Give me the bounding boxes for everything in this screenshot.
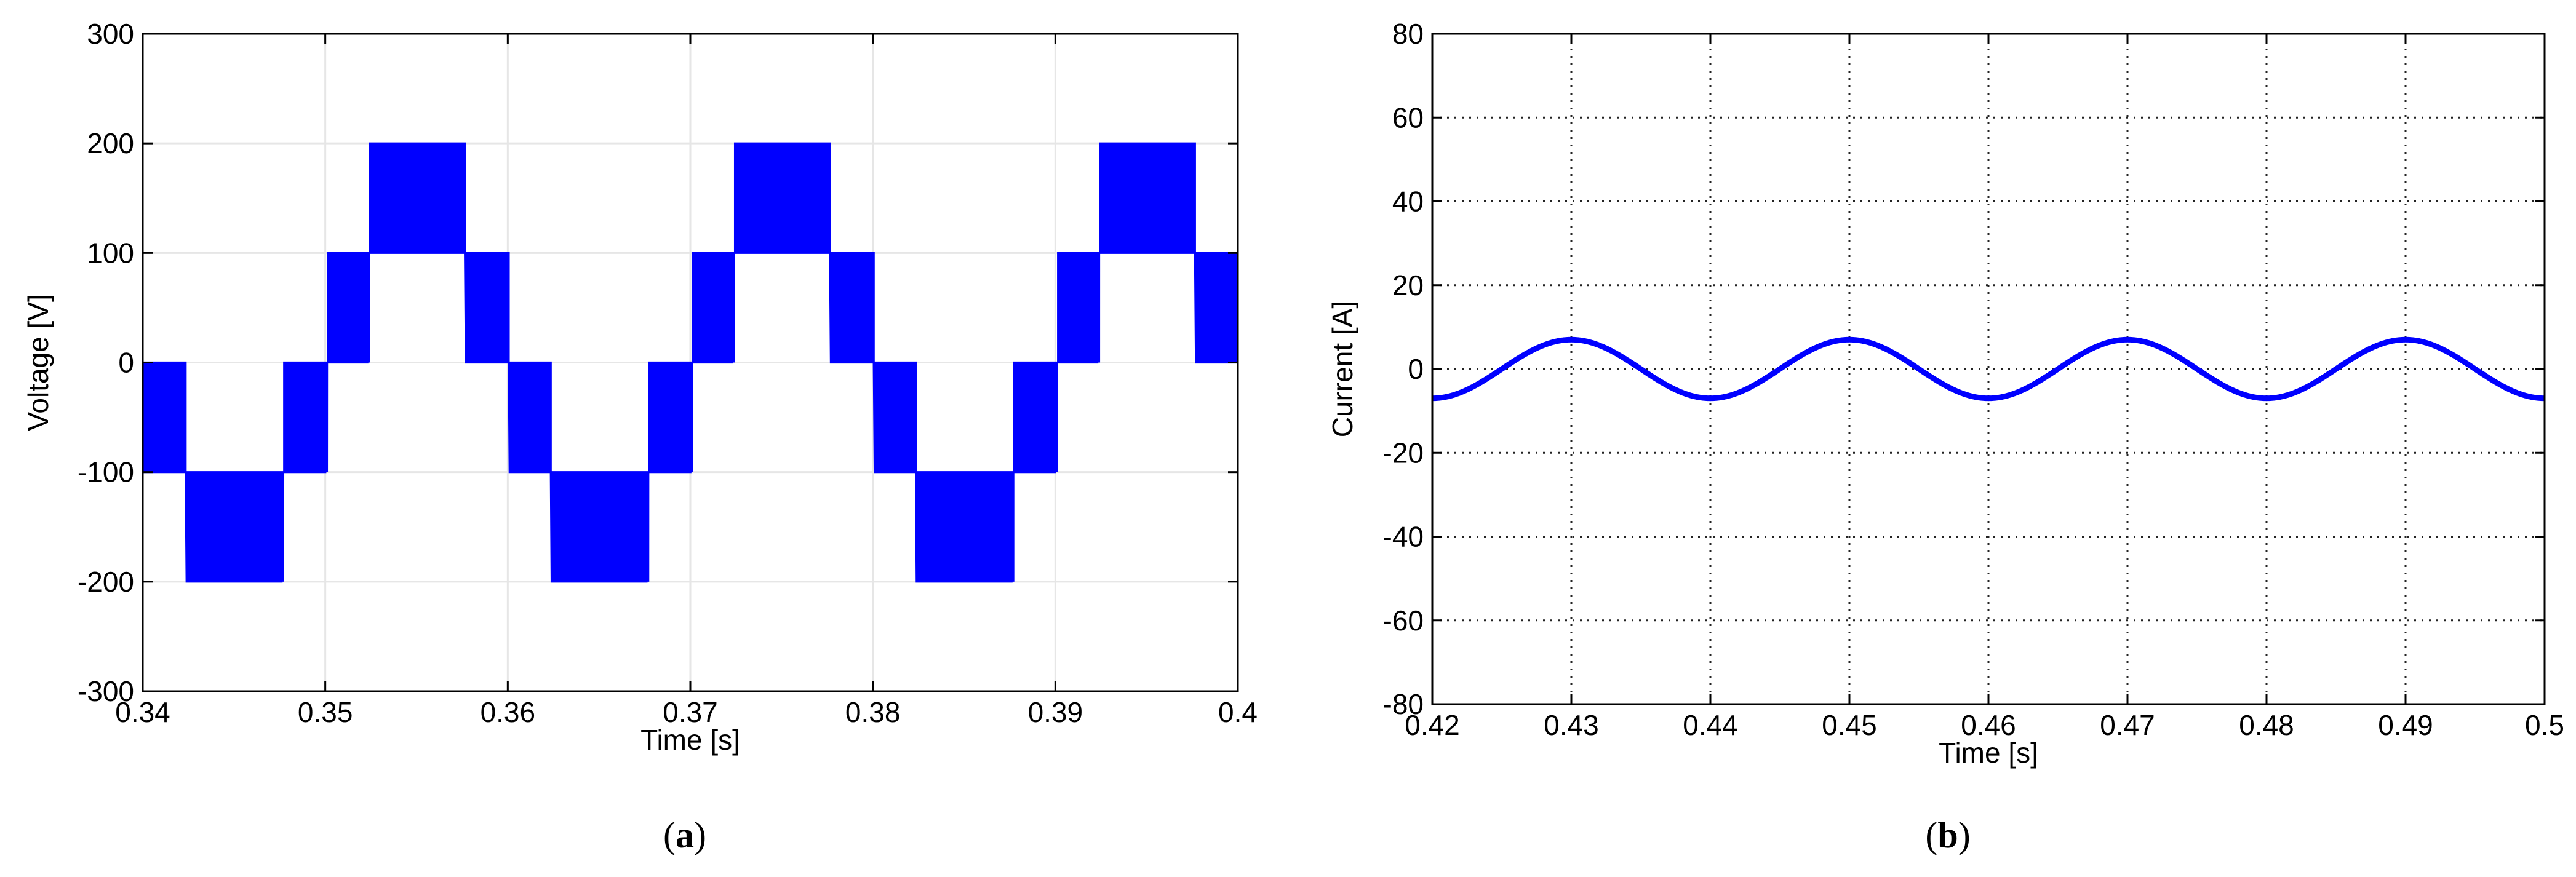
x-tick-label: 0.39	[1028, 696, 1083, 728]
y-tick-label: -20	[1383, 437, 1424, 469]
y-tick-label: 0	[118, 347, 134, 379]
series-line-voltage	[143, 142, 1238, 583]
y-tick-label: 300	[87, 18, 134, 50]
x-tick-label: 0.43	[1544, 709, 1599, 741]
x-axis-label: Time [s]	[1939, 737, 2038, 769]
x-tick-label: 0.35	[298, 696, 353, 728]
y-tick-label: -80	[1383, 688, 1424, 720]
y-tick-label: 100	[87, 237, 134, 269]
y-axis-label: Current [A]	[1326, 301, 1358, 437]
x-tick-label: 0.48	[2239, 709, 2294, 741]
x-tick-label: 0.45	[1822, 709, 1877, 741]
caption-b: (b)	[1925, 815, 1970, 855]
x-tick-label: 0.36	[481, 696, 536, 728]
caption-b-letter: b	[1937, 815, 1958, 855]
caption-a: (a)	[663, 815, 706, 855]
x-tick-label: 0.34	[115, 696, 170, 728]
x-tick-label: 0.47	[2100, 709, 2155, 741]
x-axis-label: Time [s]	[640, 724, 740, 756]
y-tick-label: 200	[87, 127, 134, 159]
x-tick-label: 0.37	[663, 696, 718, 728]
x-tick-label: 0.46	[1961, 709, 2016, 741]
y-tick-label: -100	[78, 456, 134, 488]
x-tick-label: 0.38	[845, 696, 901, 728]
x-tick-label: 0.4	[1218, 696, 1258, 728]
y-tick-label: -200	[78, 566, 134, 598]
y-tick-label: 0	[1408, 353, 1424, 385]
x-tick-label: 0.5	[2525, 709, 2564, 741]
chart-panel-a: 0.34 0.35 0.36 0.37 0.38 0.39 0.4 -300 -200 -100 0…	[22, 18, 1258, 756]
chart-panel-b: 0.42 0.43 0.44 0.45 0.46 0.47 0.48 0.49 0.5 -80 -6…	[1326, 18, 2564, 769]
y-tick-label: 20	[1392, 269, 1424, 301]
caption-a-letter: a	[676, 815, 694, 855]
x-tick-label: 0.44	[1683, 709, 1738, 741]
x-tick-label: 0.42	[1405, 709, 1460, 741]
series-line-current	[1432, 336, 2545, 402]
y-axis-label: Voltage [V]	[22, 294, 54, 431]
y-tick-label: 40	[1392, 186, 1424, 218]
y-tick-label: -300	[78, 675, 134, 707]
y-tick-label: 60	[1392, 101, 1424, 133]
y-tick-label: 80	[1392, 18, 1424, 50]
x-tick-label: 0.49	[2378, 709, 2433, 741]
y-tick-label: -60	[1383, 605, 1424, 637]
y-tick-label: -40	[1383, 521, 1424, 553]
